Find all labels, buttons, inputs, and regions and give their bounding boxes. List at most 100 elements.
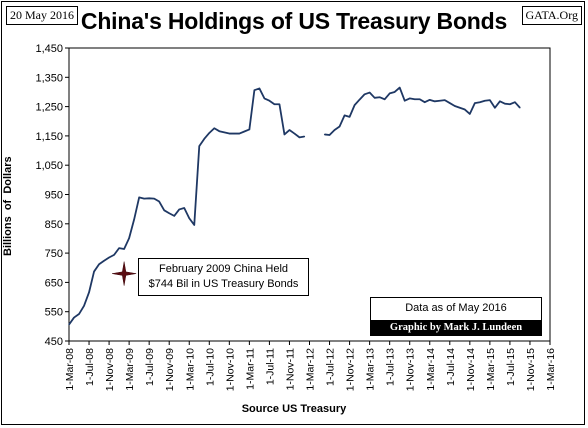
data-point [218, 130, 220, 132]
data-point [323, 133, 326, 136]
data-point [68, 323, 70, 326]
data-point [143, 198, 145, 200]
x-tick-label: 1-Jul-14 [445, 348, 457, 386]
data-point [198, 145, 200, 147]
x-tick-label: 1-Nov-14 [465, 348, 477, 391]
x-tick-label: 1-Jul-11 [264, 348, 276, 385]
data-point [213, 127, 215, 129]
x-tick-label: 1-Mar-10 [184, 348, 196, 391]
x-tick-label: 1-Mar-11 [244, 348, 256, 390]
chart-title: China's Holdings of US Treasury Bonds [80, 8, 508, 34]
data-point [494, 107, 496, 109]
y-tick-label: 750 [45, 248, 63, 260]
data-point [153, 198, 155, 200]
data-point [203, 138, 205, 140]
data-point [364, 93, 366, 95]
data-point [88, 291, 90, 293]
data-point [238, 132, 240, 135]
x-tick-label: 1-Mar-14 [425, 348, 437, 391]
data-point [449, 102, 451, 104]
annotation-box: February 2009 China Held $744 Bil in US … [138, 258, 309, 296]
data-point [158, 200, 160, 203]
data-point [298, 136, 301, 138]
data-point [504, 103, 506, 105]
credit-text: Graphic by Mark J. Lundeen [371, 320, 541, 335]
data-point [78, 313, 80, 315]
data-point [509, 103, 511, 105]
data-point [243, 130, 245, 133]
data-point [278, 103, 281, 105]
data-point [394, 91, 396, 93]
data-point [479, 101, 481, 103]
data-point [484, 100, 486, 102]
data-point [444, 99, 446, 101]
info-box: Data as of May 2016 Graphic by Mark J. L… [370, 297, 542, 336]
data-point [379, 96, 381, 98]
data-point [353, 104, 356, 106]
data-point [193, 224, 195, 226]
data-point [348, 116, 351, 118]
data-point [168, 212, 170, 214]
x-tick-label: 1-Nov-10 [224, 348, 236, 391]
data-point [454, 105, 456, 107]
x-tick-label: 1-Nov-08 [104, 348, 116, 391]
data-point [83, 305, 85, 307]
series-line [68, 87, 305, 326]
data-point [519, 107, 521, 109]
x-tick-label: 1-Jul-08 [84, 348, 96, 386]
data-point [328, 134, 331, 136]
data-point [98, 263, 100, 265]
data-point [499, 100, 501, 102]
data-point [424, 101, 426, 103]
x-tick-label: 1-Nov-15 [525, 348, 537, 391]
data-point [133, 218, 135, 221]
x-tick-label: 1-Nov-09 [164, 348, 176, 391]
x-tick-label: 1-Mar-09 [124, 348, 136, 391]
data-point [459, 107, 461, 109]
data-point [273, 103, 276, 105]
x-tick-label: 1-Jul-15 [505, 348, 517, 386]
data-point [228, 132, 230, 135]
x-tick-label: 1-Jul-12 [325, 348, 337, 386]
data-point [359, 98, 361, 101]
data-point [404, 100, 406, 102]
data-point [429, 99, 431, 101]
data-point [113, 254, 115, 256]
data-point [489, 99, 491, 101]
data-point [103, 260, 105, 262]
data-point [128, 237, 130, 239]
y-tick-label: 1,450 [35, 43, 63, 55]
data-point [474, 102, 476, 104]
x-tick-label: 1-Mar-13 [365, 348, 377, 391]
data-point [258, 87, 260, 90]
y-tick-label: 1,150 [35, 131, 63, 143]
x-tick-label: 1-Nov-13 [405, 348, 417, 391]
data-point [464, 108, 466, 111]
data-point [283, 133, 286, 136]
data-point [163, 209, 165, 211]
data-point [374, 97, 376, 99]
x-tick-label: 1-Mar-15 [485, 348, 497, 391]
x-tick-label: 1-Mar-12 [305, 348, 317, 391]
y-tick-label: 550 [45, 307, 63, 319]
source-tag: GATA.Org [521, 6, 582, 25]
x-tick-label: 1-Mar-16 [545, 348, 557, 391]
data-point [514, 101, 516, 103]
data-point [439, 100, 441, 102]
data-point [183, 207, 185, 209]
data-point [123, 248, 125, 250]
data-point [434, 100, 436, 102]
data-point [303, 135, 306, 138]
data-point [248, 128, 250, 131]
data-point [268, 100, 271, 102]
y-tick-label: 1,050 [35, 160, 63, 172]
data-point [414, 98, 416, 100]
data-point [369, 91, 371, 94]
x-tick-label: 1-Nov-11 [284, 348, 296, 391]
date-label: 20 May 2016 [6, 6, 78, 25]
data-point [148, 197, 150, 199]
x-tick-label: 1-Jul-13 [385, 348, 397, 386]
data-point [173, 215, 175, 217]
